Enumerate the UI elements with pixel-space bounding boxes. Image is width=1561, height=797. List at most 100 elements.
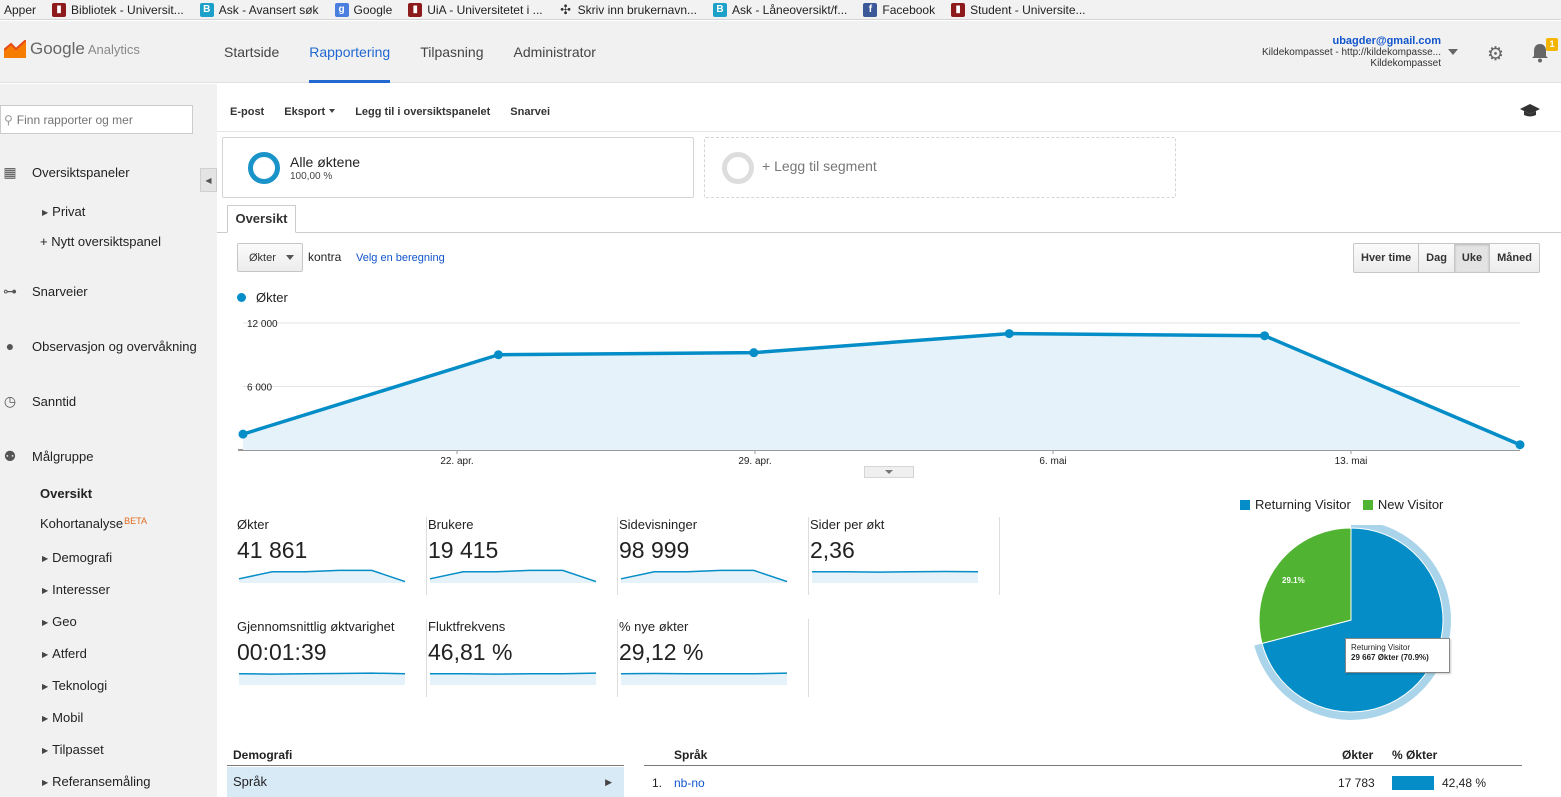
report-sidebar: ⚲ ◀ ▦ Oversiktspaneler ▶Privat + Nytt ov… [0, 84, 217, 797]
collapse-sidebar-button[interactable]: ◀ [200, 168, 217, 192]
chart-data-point [1515, 440, 1525, 450]
people-icon: ⚉ [3, 448, 17, 464]
granularity-month-button[interactable]: Måned [1489, 243, 1540, 273]
x-tick-label: 6. mai [1039, 456, 1066, 467]
bookmark-ask-search[interactable]: B Ask - Avansert søk [199, 2, 319, 17]
sidebar-item-demografi[interactable]: ▶ Demografi [42, 550, 112, 565]
chart-resize-handle[interactable] [864, 466, 914, 478]
sidebar-item-geo[interactable]: ▶ Geo [42, 614, 77, 629]
y-tick-label: 6 000 [247, 383, 272, 394]
demographics-row-language[interactable]: Språk ▶ [227, 767, 624, 797]
notification-badge: 1 [1546, 38, 1558, 51]
gear-icon[interactable]: ⚙ [1487, 44, 1505, 65]
sparkline-area [430, 673, 596, 685]
account-property: Kildekompasset - http://kildekompasse... [1262, 47, 1441, 58]
logo-analytics-text: Analytics [87, 42, 140, 57]
bookmark-apps[interactable]: Apper [4, 3, 36, 17]
choose-metric-link[interactable]: Velg en beregning [356, 252, 445, 264]
segment-percentage: 100,00 % [290, 171, 333, 182]
sidebar-item-atferd[interactable]: ▶ Atferd [42, 646, 87, 661]
sidebar-item-observasjon[interactable]: ● Observasjon og overvåkning [0, 338, 197, 354]
shortcut-button[interactable]: Snarvei [510, 105, 551, 118]
bookmark-google[interactable]: g Google [334, 2, 392, 17]
sidebar-item-referansemaling[interactable]: ▶ Referansemåling [42, 774, 150, 789]
sparkline [620, 672, 788, 685]
nav-startside[interactable]: Startside [224, 44, 280, 60]
visitor-type-pie-chart: 29.1% [1254, 525, 1451, 720]
sidebar-item-privat[interactable]: ▶ Privat [42, 204, 85, 219]
demographics-header: Demografi [227, 742, 624, 766]
sparkline-line [430, 672, 597, 675]
segment-all-sessions[interactable]: Alle øktene 100,00 % [222, 137, 694, 198]
scorecard-label: Økter [237, 517, 269, 532]
sparkline-area [812, 571, 978, 583]
scorecard-bounce-rate[interactable]: Fluktfrekvens 46,81 % [428, 619, 618, 697]
bookmark-facebook[interactable]: f Facebook [863, 2, 935, 17]
tab-oversikt[interactable]: Oversikt [227, 205, 296, 233]
sidebar-item-oversikt[interactable]: Oversikt [40, 486, 92, 501]
row-language-link[interactable]: nb-no [674, 776, 705, 790]
bookmark-student[interactable]: ▮ Student - Universite... [951, 2, 1086, 17]
b-icon: B [199, 2, 214, 17]
bookmark-uia[interactable]: ▮ UiA - Universitetet i ... [408, 2, 543, 17]
bell-icon[interactable] [1531, 43, 1549, 63]
google-analytics-logo[interactable]: Google Analytics [4, 39, 140, 59]
sparkline [238, 569, 406, 583]
chart-legend: Økter [237, 290, 288, 305]
sidebar-item-label: Interesser [52, 582, 110, 597]
bookmark-label: Ask - Avansert søk [218, 2, 319, 17]
sidebar-item-mobil[interactable]: ▶ Mobil [42, 710, 83, 725]
graduation-cap-icon[interactable] [1520, 104, 1540, 118]
sidebar-section-label: Observasjon og overvåkning [32, 338, 197, 354]
scorecard-value: 19 415 [428, 537, 499, 563]
sidebar-item-snarveier[interactable]: ⊶ Snarveier [0, 283, 88, 300]
bookmark-label: Apper [4, 2, 37, 17]
sidebar-item-kohortanalyse[interactable]: KohortanalyseBETA [40, 516, 147, 531]
scorecard-value: 2,36 [810, 537, 855, 563]
chevron-down-icon[interactable] [1448, 49, 1458, 55]
sparkline-area [239, 673, 405, 685]
sidebar-item-new-dashboard[interactable]: + Nytt oversiktspanel [40, 234, 161, 249]
table-row: 1. nb-no 17 783 42,48 % [644, 767, 1522, 797]
triangle-right-icon: ▶ [42, 554, 49, 563]
x-tick-label: 22. apr. [440, 456, 473, 467]
bookmark-ask-loans[interactable]: B Ask - Låneoversikt/f... [713, 2, 847, 17]
column-sessions[interactable]: Økter [1342, 748, 1374, 762]
bookmark-login[interactable]: ✣ Skriv inn brukernavn... [559, 2, 697, 17]
sidebar-item-malgruppe[interactable]: ⚉ Målgruppe [0, 448, 94, 465]
sidebar-item-label: Tilpasset [52, 742, 104, 757]
account-email: ubagder@gmail.com [1332, 35, 1441, 47]
add-to-dashboard-button[interactable]: Legg til i oversiktspanelet [355, 105, 491, 118]
add-segment-button[interactable]: + Legg til segment [704, 137, 1176, 198]
add-segment-label: + Legg til segment [762, 158, 877, 174]
scorecard-avg-duration[interactable]: Gjennomsnittlig øktvarighet 00:01:39 [237, 619, 427, 697]
nav-rapportering[interactable]: Rapportering [309, 21, 390, 83]
report-search[interactable]: ⚲ [0, 105, 193, 134]
sidebar-item-teknologi[interactable]: ▶ Teknologi [42, 678, 107, 693]
sidebar-item-tilpasset[interactable]: ▶ Tilpasset [42, 742, 104, 757]
scorecard-sessions[interactable]: Økter 41 861 [237, 517, 427, 595]
triangle-right-icon: ▶ [42, 682, 49, 691]
export-button[interactable]: Eksport [284, 106, 336, 118]
report-search-input[interactable] [16, 112, 187, 127]
nav-administrator[interactable]: Administrator [513, 44, 596, 60]
scorecard-new-sessions[interactable]: % nye økter 29,12 % [619, 619, 809, 697]
email-button[interactable]: E-post [230, 105, 265, 118]
sidebar-item-interesser[interactable]: ▶ Interesser [42, 582, 110, 597]
scorecard-users[interactable]: Brukere 19 415 [428, 517, 618, 595]
account-switcher[interactable]: ubagder@gmail.com Kildekompasset - http:… [1262, 35, 1441, 70]
sidebar-item-sanntid[interactable]: ◷ Sanntid [0, 393, 76, 410]
sparkline-area [621, 570, 787, 583]
nav-tilpasning[interactable]: Tilpasning [420, 44, 484, 60]
granularity-week-button[interactable]: Uke [1453, 243, 1491, 273]
scorecard-pageviews[interactable]: Sidevisninger 98 999 [619, 517, 809, 595]
metric-dropdown[interactable]: Økter [237, 243, 303, 272]
sidebar-item-oversiktspaneler[interactable]: ▦ Oversiktspaneler [0, 164, 129, 181]
granularity-hour-button[interactable]: Hver time [1353, 243, 1420, 273]
column-sessions-pct[interactable]: % Økter [1392, 748, 1438, 762]
scorecard-pages-per-session[interactable]: Sider per økt 2,36 [810, 517, 1000, 595]
bookmark-bibliotek[interactable]: ▮ Bibliotek - Universit... [52, 2, 184, 17]
sparkline-area [239, 570, 405, 583]
y-tick-label: 12 000 [247, 319, 278, 330]
granularity-day-button[interactable]: Dag [1418, 243, 1455, 273]
